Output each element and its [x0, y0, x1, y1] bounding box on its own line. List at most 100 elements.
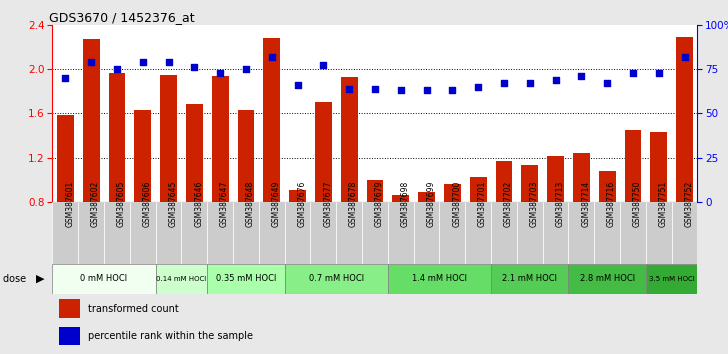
Text: GSM387703: GSM387703 — [530, 181, 539, 227]
Point — [678, 54, 690, 59]
Text: 1.4 mM HOCl: 1.4 mM HOCl — [412, 274, 467, 283]
Bar — [366, 179, 384, 202]
Point — [292, 82, 304, 88]
Text: transformed count: transformed count — [88, 303, 178, 314]
Bar — [285, 264, 388, 294]
Bar — [517, 202, 542, 264]
Bar — [207, 202, 233, 264]
Bar — [598, 171, 615, 202]
Bar — [521, 165, 538, 202]
Point — [498, 80, 510, 86]
Bar — [496, 161, 513, 202]
Point — [446, 87, 458, 93]
Point — [601, 80, 613, 86]
Text: ▶: ▶ — [36, 274, 45, 284]
Bar — [160, 75, 177, 202]
Bar — [78, 202, 104, 264]
Bar — [310, 202, 336, 264]
Bar — [620, 202, 646, 264]
Bar — [289, 190, 306, 202]
Bar — [542, 202, 569, 264]
Text: 2.8 mM HOCl: 2.8 mM HOCl — [579, 274, 635, 283]
Bar — [341, 77, 357, 202]
Bar — [414, 202, 440, 264]
Text: dose: dose — [3, 274, 29, 284]
Text: GSM387678: GSM387678 — [349, 181, 358, 227]
Bar — [625, 130, 641, 202]
Point — [576, 73, 587, 79]
Text: GSM387713: GSM387713 — [555, 181, 564, 227]
Bar — [135, 110, 151, 202]
Point — [111, 66, 123, 72]
Bar — [465, 202, 491, 264]
Bar — [569, 202, 594, 264]
Text: GSM387702: GSM387702 — [504, 181, 513, 227]
Text: percentile rank within the sample: percentile rank within the sample — [88, 331, 253, 341]
Bar — [672, 202, 697, 264]
Bar — [264, 38, 280, 202]
Point — [189, 64, 200, 70]
Text: GSM387716: GSM387716 — [607, 181, 616, 227]
Text: 0.35 mM HOCl: 0.35 mM HOCl — [215, 274, 276, 283]
Text: 3.5 mM HOCl: 3.5 mM HOCl — [649, 276, 695, 282]
Bar — [52, 202, 78, 264]
Text: GSM387751: GSM387751 — [659, 181, 668, 227]
Bar — [83, 39, 100, 202]
Point — [266, 54, 277, 59]
Text: GSM387699: GSM387699 — [427, 181, 435, 227]
Point — [524, 80, 536, 86]
Bar — [573, 153, 590, 202]
Bar — [212, 76, 229, 202]
Text: GDS3670 / 1452376_at: GDS3670 / 1452376_at — [50, 11, 195, 24]
Text: GSM387602: GSM387602 — [91, 181, 100, 227]
Point — [344, 86, 355, 91]
Point — [627, 70, 638, 75]
Bar — [470, 177, 486, 202]
Text: GSM387750: GSM387750 — [633, 181, 642, 227]
Text: GSM387605: GSM387605 — [117, 181, 126, 227]
Text: GSM387679: GSM387679 — [375, 181, 384, 227]
Text: GSM387700: GSM387700 — [452, 181, 462, 227]
Text: GSM387698: GSM387698 — [400, 181, 410, 227]
Bar — [207, 264, 285, 294]
Point — [369, 86, 381, 91]
Text: GSM387645: GSM387645 — [168, 181, 178, 227]
Bar — [108, 73, 125, 202]
Bar — [547, 156, 564, 202]
Point — [85, 59, 97, 65]
Bar — [57, 115, 74, 202]
Bar — [181, 202, 207, 264]
Point — [653, 70, 665, 75]
Bar — [569, 264, 646, 294]
Bar — [59, 299, 80, 318]
Bar — [392, 195, 409, 202]
Bar — [285, 202, 310, 264]
Point — [421, 87, 432, 93]
Point — [137, 59, 149, 65]
Point — [472, 84, 484, 90]
Bar — [646, 264, 697, 294]
Text: GSM387701: GSM387701 — [478, 181, 487, 227]
Point — [214, 70, 226, 75]
Text: GSM387601: GSM387601 — [66, 181, 74, 227]
Bar — [52, 264, 156, 294]
Bar — [237, 110, 254, 202]
Bar — [650, 132, 667, 202]
Bar — [156, 264, 207, 294]
Bar — [646, 202, 672, 264]
Text: GSM387649: GSM387649 — [272, 181, 281, 227]
Bar — [130, 202, 156, 264]
Bar — [491, 264, 569, 294]
Bar — [233, 202, 259, 264]
Bar — [362, 202, 388, 264]
Point — [317, 63, 329, 68]
Text: 0.14 mM HOCl: 0.14 mM HOCl — [157, 276, 207, 282]
Point — [395, 87, 406, 93]
Bar — [388, 202, 414, 264]
Bar — [156, 202, 181, 264]
Text: 2.1 mM HOCl: 2.1 mM HOCl — [502, 274, 557, 283]
Bar — [59, 327, 80, 345]
Bar — [388, 264, 491, 294]
Bar — [259, 202, 285, 264]
Bar — [336, 202, 362, 264]
